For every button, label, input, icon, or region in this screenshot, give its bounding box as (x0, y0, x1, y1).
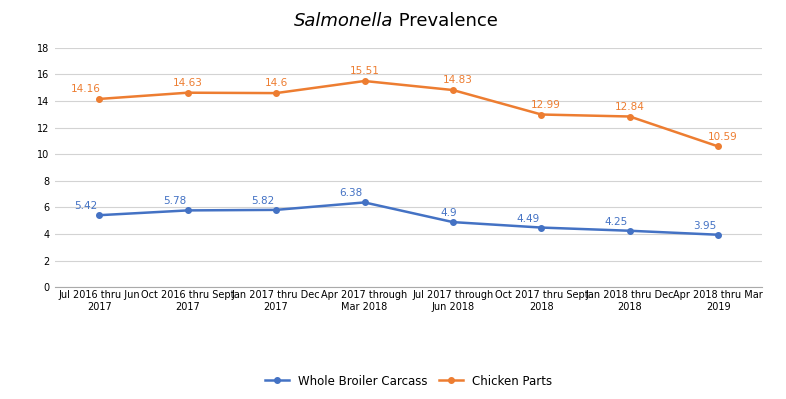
Text: 12.84: 12.84 (615, 102, 645, 112)
Chicken Parts (537, 112, 546, 117)
Chicken Parts (625, 114, 634, 119)
Text: 6.38: 6.38 (340, 188, 363, 198)
Legend: Whole Broiler Carcass, Chicken Parts: Whole Broiler Carcass, Chicken Parts (260, 370, 557, 392)
Whole Broiler Carcass (625, 228, 634, 233)
Text: 5.82: 5.82 (252, 196, 274, 206)
Text: 10.59: 10.59 (707, 132, 737, 142)
Text: 5.42: 5.42 (75, 201, 97, 211)
Text: Prevalence: Prevalence (393, 12, 498, 30)
Chicken Parts (271, 91, 281, 95)
Whole Broiler Carcass (94, 213, 104, 217)
Chicken Parts (360, 79, 369, 83)
Chicken Parts (448, 88, 457, 93)
Text: 3.95: 3.95 (693, 221, 717, 231)
Chicken Parts (183, 90, 193, 95)
Text: 4.49: 4.49 (516, 213, 540, 223)
Text: 14.6: 14.6 (264, 79, 288, 89)
Text: 4.9: 4.9 (440, 208, 457, 218)
Text: 5.78: 5.78 (163, 196, 186, 206)
Text: 4.25: 4.25 (605, 217, 628, 227)
Text: 14.63: 14.63 (173, 78, 203, 88)
Whole Broiler Carcass (360, 200, 369, 205)
Whole Broiler Carcass (183, 208, 193, 213)
Line: Chicken Parts: Chicken Parts (97, 78, 721, 149)
Chicken Parts (94, 97, 104, 101)
Text: 14.16: 14.16 (71, 84, 101, 94)
Whole Broiler Carcass (448, 220, 457, 225)
Text: Salmonella: Salmonella (294, 12, 393, 30)
Text: 14.83: 14.83 (443, 75, 472, 85)
Line: Whole Broiler Carcass: Whole Broiler Carcass (97, 200, 721, 237)
Chicken Parts (714, 144, 723, 149)
Whole Broiler Carcass (714, 232, 723, 237)
Whole Broiler Carcass (271, 207, 281, 212)
Whole Broiler Carcass (537, 225, 546, 230)
Text: 15.51: 15.51 (350, 66, 380, 76)
Text: 12.99: 12.99 (531, 100, 560, 110)
